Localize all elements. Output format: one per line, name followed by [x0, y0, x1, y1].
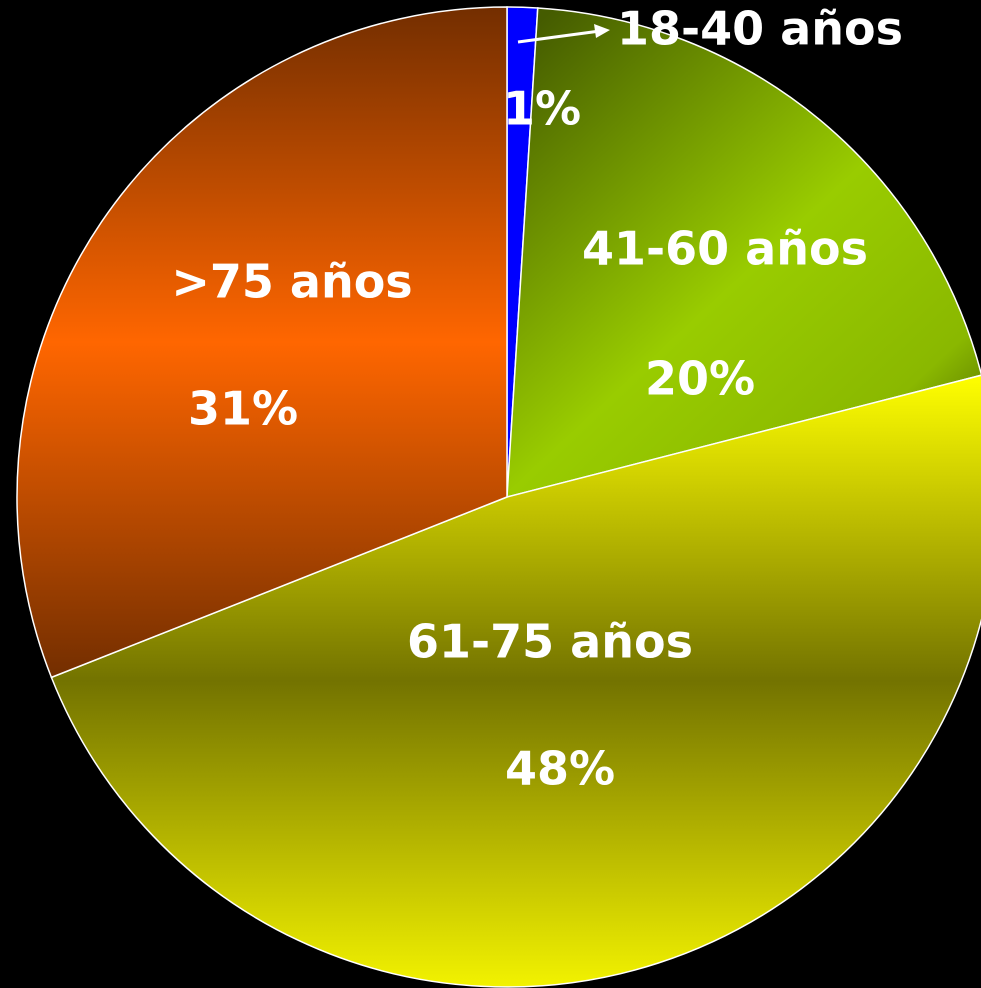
- pie-slice: [16, 6, 508, 679]
- pie-slice: [50, 374, 981, 988]
- slice-label: 18-40 años: [617, 2, 903, 56]
- slice-label: 61-75 años: [407, 615, 693, 669]
- slice-label: 41-60 años: [582, 222, 868, 276]
- callout-line: [517, 29, 601, 44]
- pie-slice: [506, 7, 981, 498]
- slice-label: >75 años: [171, 255, 412, 309]
- value-label: 31%: [188, 382, 298, 436]
- value-label: 48%: [505, 742, 615, 796]
- callout-arrow: [594, 24, 610, 38]
- value-label: 1%: [503, 82, 581, 136]
- value-label: 20%: [645, 352, 755, 406]
